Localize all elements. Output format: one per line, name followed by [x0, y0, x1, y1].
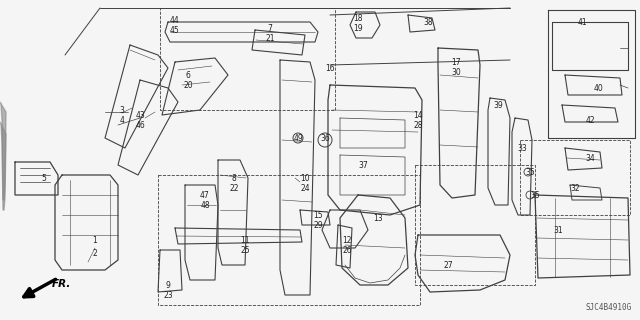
- Text: 27: 27: [443, 260, 453, 269]
- Text: 20: 20: [183, 81, 193, 90]
- Text: 31: 31: [553, 226, 563, 235]
- Text: 14: 14: [413, 110, 423, 119]
- Text: 32: 32: [570, 183, 580, 193]
- Text: 19: 19: [353, 23, 363, 33]
- Text: 17: 17: [451, 58, 461, 67]
- Text: 9: 9: [166, 281, 170, 290]
- Text: 4: 4: [120, 116, 124, 124]
- Text: 1: 1: [93, 236, 97, 244]
- Text: 42: 42: [585, 116, 595, 124]
- Text: 25: 25: [240, 245, 250, 254]
- Text: 18: 18: [353, 13, 363, 22]
- Text: 47: 47: [200, 190, 210, 199]
- Text: SJC4B4910G: SJC4B4910G: [586, 303, 632, 312]
- Text: 2: 2: [93, 249, 97, 258]
- Text: 26: 26: [342, 245, 352, 254]
- Text: 46: 46: [135, 121, 145, 130]
- Text: 35: 35: [525, 167, 535, 177]
- Text: 24: 24: [300, 183, 310, 193]
- Text: 37: 37: [358, 161, 368, 170]
- Text: 36: 36: [320, 133, 330, 142]
- Text: 8: 8: [232, 173, 236, 182]
- Text: 39: 39: [493, 100, 503, 109]
- Text: 15: 15: [313, 211, 323, 220]
- Polygon shape: [0, 102, 6, 200]
- Text: 29: 29: [313, 220, 323, 229]
- Text: 28: 28: [413, 121, 423, 130]
- Text: 48: 48: [200, 201, 210, 210]
- Text: 21: 21: [265, 34, 275, 43]
- Text: 40: 40: [593, 84, 603, 92]
- Text: 13: 13: [373, 213, 383, 222]
- Text: 35: 35: [530, 190, 540, 199]
- Text: 23: 23: [163, 291, 173, 300]
- Text: 6: 6: [186, 70, 191, 79]
- Polygon shape: [0, 122, 6, 210]
- Text: 12: 12: [342, 236, 352, 244]
- Text: 34: 34: [585, 154, 595, 163]
- Text: 3: 3: [120, 106, 124, 115]
- Text: 41: 41: [577, 18, 587, 27]
- Text: 43: 43: [135, 110, 145, 119]
- Text: 45: 45: [170, 26, 180, 35]
- Text: 30: 30: [451, 68, 461, 76]
- Text: 38: 38: [423, 18, 433, 27]
- Text: 33: 33: [517, 143, 527, 153]
- Text: 7: 7: [268, 23, 273, 33]
- Text: 22: 22: [229, 183, 239, 193]
- Text: 11: 11: [240, 236, 250, 244]
- Text: 5: 5: [42, 173, 47, 182]
- Text: 16: 16: [325, 63, 335, 73]
- Text: 44: 44: [170, 15, 180, 25]
- Text: FR.: FR.: [52, 279, 72, 289]
- Text: 49: 49: [293, 133, 303, 142]
- Text: 10: 10: [300, 173, 310, 182]
